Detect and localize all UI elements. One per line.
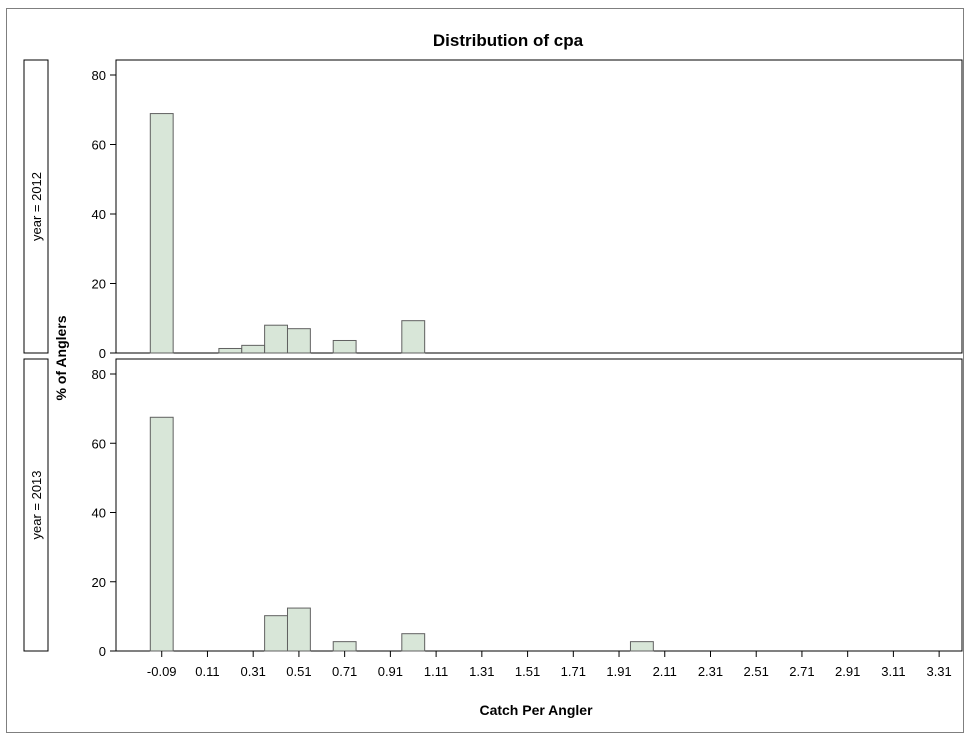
histogram-bar: [401, 320, 426, 354]
histogram-bar: [149, 113, 174, 354]
x-tick-label: 0.11: [195, 664, 219, 679]
y-tick-label: 80: [92, 68, 106, 83]
x-tick-label: 2.11: [653, 664, 677, 679]
histogram-bar: [149, 416, 174, 652]
plot-area: [115, 358, 963, 652]
strip-box: [23, 59, 49, 354]
y-tick-label: 80: [92, 367, 106, 382]
histogram-bar: [241, 344, 266, 354]
x-axis: -0.09 0.11 0.31 0.51 0.71 0.91 1.11 1.31 1.51 1.7…: [147, 651, 952, 679]
histogram-bar: [332, 641, 357, 652]
x-tick-label: 0.71: [332, 664, 357, 679]
x-tick-label: 1.51: [515, 664, 540, 679]
panels-group: year = 2012 0 20 40 60 80 year = 2013 0 20 40 60 80: [23, 59, 963, 659]
x-tick-label: 2.91: [835, 664, 860, 679]
strip-label: year = 2012: [29, 172, 44, 241]
histogram-bar: [286, 607, 311, 652]
x-tick-label: 0.31: [241, 664, 266, 679]
histogram-bar: [332, 339, 357, 354]
x-tick-label: -0.09: [147, 664, 177, 679]
y-tick-label: 20: [92, 575, 106, 590]
histogram-bar: [401, 633, 426, 652]
y-tick-label: 20: [92, 277, 106, 292]
x-tick-label: 2.31: [698, 664, 723, 679]
x-tick-label: 0.91: [378, 664, 403, 679]
x-tick-label: 3.31: [926, 664, 951, 679]
histogram-bar: [264, 324, 288, 354]
x-axis-label: Catch Per Angler: [479, 702, 593, 718]
x-tick-label: 1.71: [561, 664, 586, 679]
x-tick-label: 0.51: [286, 664, 311, 679]
x-tick-label: 1.91: [606, 664, 631, 679]
histogram-bar: [218, 347, 243, 354]
y-tick-label: 0: [99, 346, 106, 361]
panel-0: year = 2012 0 20 40 60 80: [23, 59, 963, 361]
histogram-bar: [629, 641, 654, 652]
x-tick-label: 3.11: [881, 664, 905, 679]
histogram-bar: [264, 615, 288, 652]
panel-1: year = 2013 0 20 40 60 80: [23, 358, 963, 659]
x-tick-label: 2.71: [789, 664, 814, 679]
x-tick-label: 1.31: [469, 664, 494, 679]
y-axis-label: % of Anglers: [53, 315, 69, 400]
x-tick-label: 1.11: [424, 664, 448, 679]
y-tick-label: 60: [92, 436, 106, 451]
strip-label: year = 2013: [29, 470, 44, 539]
histogram-bar: [286, 328, 311, 354]
strip-box: [23, 358, 49, 652]
y-tick-label: 60: [92, 138, 106, 153]
x-tick-label: 2.51: [744, 664, 769, 679]
chart-title: Distribution of cpa: [433, 31, 584, 50]
y-tick-label: 40: [92, 506, 106, 521]
y-tick-label: 40: [92, 207, 106, 222]
plot-area: [115, 59, 963, 354]
y-tick-label: 0: [99, 644, 106, 659]
